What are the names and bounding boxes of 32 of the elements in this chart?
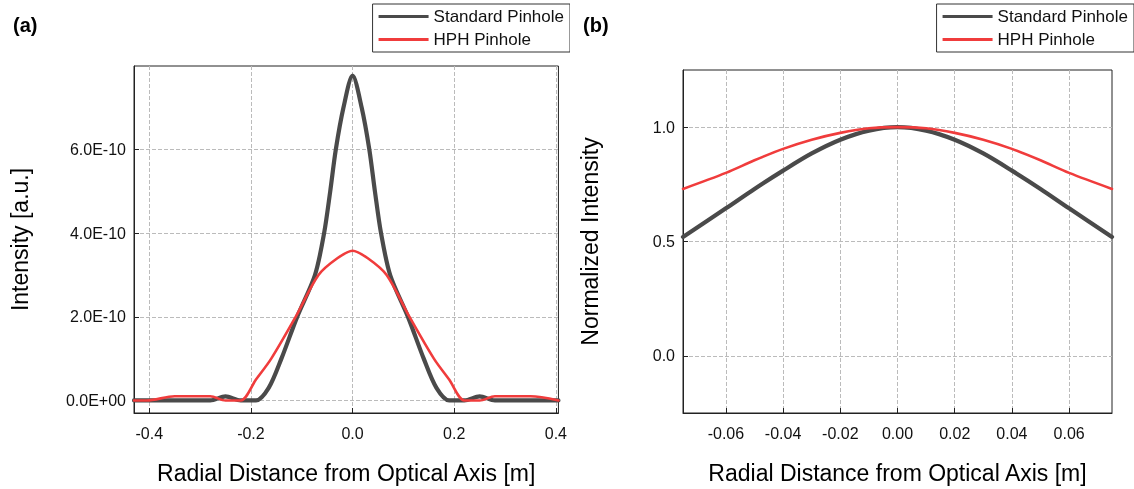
y-tick-label: 4.0E-10 [69, 224, 127, 242]
y-axis-title: Normalized Intensity [576, 136, 603, 346]
y-tick-label: 6.0E-10 [69, 141, 127, 159]
y-tick-label: 1.0 [652, 118, 676, 136]
legend-label: HPH Pinhole [997, 30, 1095, 49]
line-series [680, 125, 1115, 240]
y-tick-label: 2.0E-10 [69, 308, 127, 326]
y-tick-label: 0.5 [652, 233, 676, 250]
x-tick-label: 0.06 [1053, 424, 1085, 442]
x-tick-label: -0.4 [135, 424, 164, 442]
x-tick-label: 0.4 [544, 424, 568, 442]
chart-title: (b) [583, 14, 609, 36]
x-tick-label: -0.02 [822, 424, 859, 442]
line-series [132, 249, 560, 402]
y-axis-title: Intensity [a.u.] [6, 167, 33, 312]
x-tick-label: 0.02 [939, 424, 971, 442]
x-tick-label: 0.00 [881, 424, 914, 442]
x-tick-label: -0.2 [237, 424, 265, 442]
x-tick-label: -0.06 [707, 424, 745, 442]
x-tick-label: -0.04 [764, 424, 802, 442]
legend-label: Standard Pinhole [433, 7, 565, 26]
legend-label: HPH Pinhole [433, 30, 531, 49]
chart-title: (a) [13, 14, 38, 36]
y-tick-label: 0.0 [652, 347, 676, 365]
y-tick-label: 0.0E+00 [65, 391, 127, 409]
x-tick-label: 0.2 [443, 424, 466, 442]
line-series [681, 125, 1114, 191]
x-axis-title: Radial Distance from Optical Axis [m] [157, 459, 536, 486]
x-axis-title: Radial Distance from Optical Axis [m] [708, 459, 1087, 486]
legend-label: Standard Pinhole [997, 7, 1129, 26]
x-tick-label: 0.04 [996, 424, 1028, 442]
x-tick-label: 0.0 [341, 424, 364, 442]
